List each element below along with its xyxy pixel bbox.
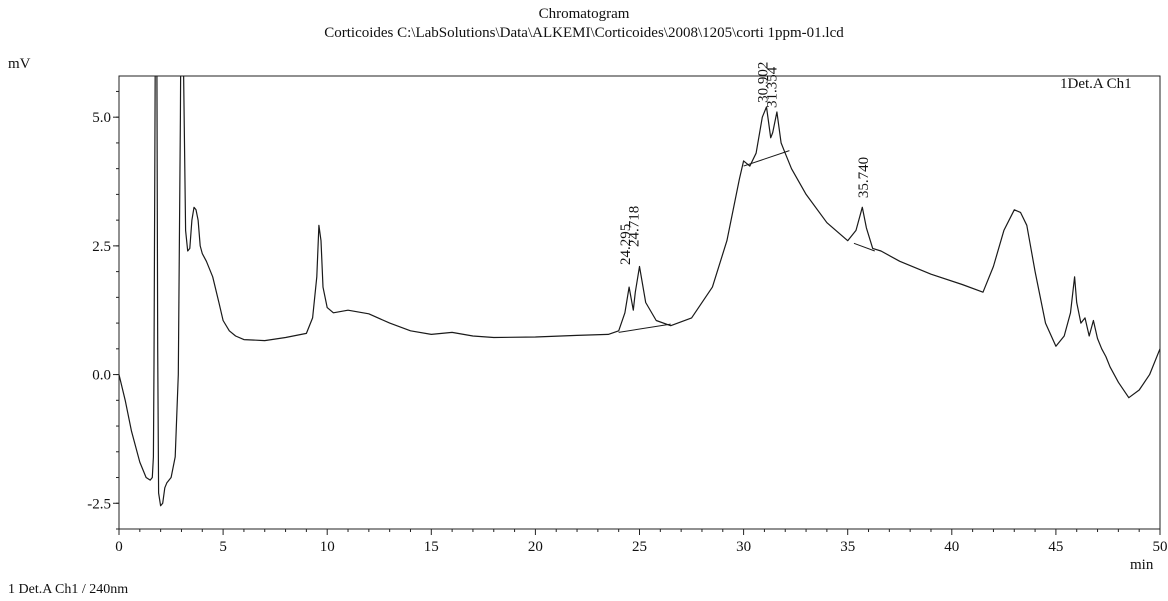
- integration-baseline: [853, 242, 875, 252]
- chart-title: Chromatogram: [538, 6, 630, 22]
- x-tick-label: 35: [840, 539, 855, 555]
- x-tick-label: 10: [320, 539, 335, 555]
- legend-entry: 1Det.A Ch1: [1060, 76, 1132, 92]
- x-tick-label: 30: [736, 539, 751, 555]
- x-tick-label: 50: [1153, 539, 1168, 555]
- x-tick-label: 15: [424, 539, 439, 555]
- plot-frame: [118, 75, 1161, 530]
- x-tick-label: 20: [528, 539, 543, 555]
- x-tick-label: 0: [115, 539, 123, 555]
- x-tick-label: 45: [1048, 539, 1063, 555]
- chromatogram-trace: [119, 76, 1160, 507]
- peak-label: 24.295: [618, 224, 634, 265]
- x-tick-label: 25: [632, 539, 647, 555]
- chart-subtitle: Corticoides C:\LabSolutions\Data\ALKEMI\…: [324, 25, 844, 41]
- y-tick-label: 2.5: [92, 239, 111, 255]
- detector-footer: 1 Det.A Ch1 / 240nm: [8, 582, 129, 597]
- integration-baseline: [743, 150, 790, 167]
- y-axis-label: mV: [8, 56, 31, 72]
- y-tick-label: 5.0: [92, 110, 111, 126]
- plot-area: [119, 76, 1160, 507]
- peak-label: 30.902: [755, 62, 771, 103]
- x-tick-label: 5: [219, 539, 227, 555]
- integration-baseline: [618, 323, 671, 333]
- y-tick-label: -2.5: [87, 496, 111, 512]
- peak-label: 35.740: [856, 157, 872, 198]
- x-axis-label: min: [1130, 557, 1154, 573]
- axes: 0 5 10 15 20 25 30 35 40 45 50 -2.5 0.0 2.5 5.0: [87, 75, 1168, 555]
- y-tick-label: 0.0: [92, 368, 111, 384]
- x-tick-label: 40: [944, 539, 959, 555]
- peak-label: 31.354: [765, 66, 781, 108]
- peak-label: 24.718: [627, 206, 643, 247]
